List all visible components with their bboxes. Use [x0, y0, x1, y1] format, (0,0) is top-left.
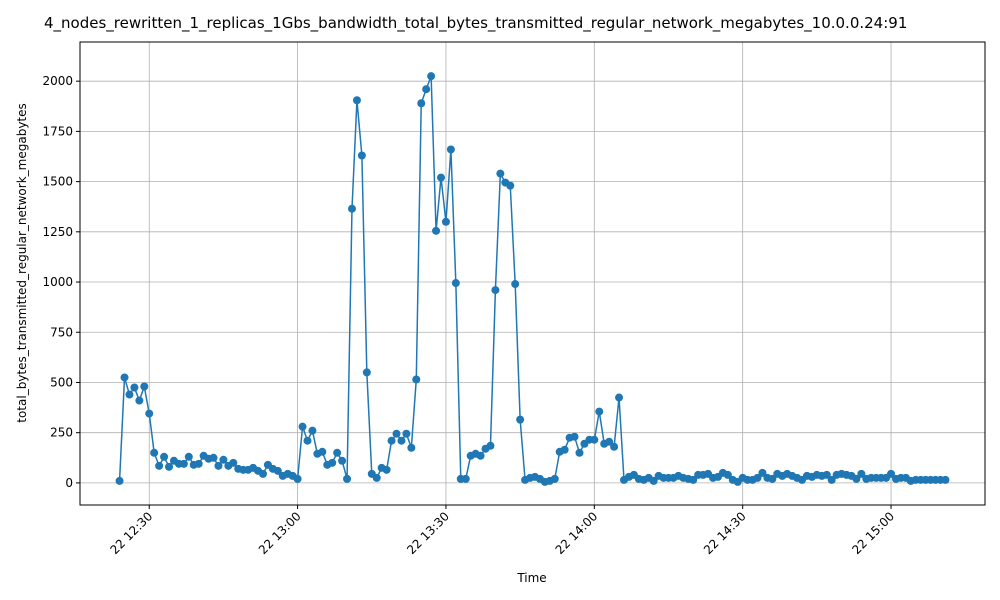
data-point	[615, 393, 624, 402]
data-point	[506, 181, 515, 190]
data-point	[511, 280, 520, 289]
y-tick-label: 1250	[42, 225, 73, 239]
data-point	[258, 469, 267, 478]
data-point	[446, 145, 455, 154]
data-point	[214, 461, 223, 470]
chart-title: 4_nodes_rewritten_1_replicas_1Gbs_bandwi…	[44, 14, 907, 33]
y-axis-label: total_bytes_transmitted_regular_network_…	[15, 103, 29, 423]
x-axis-label: Time	[516, 571, 546, 585]
data-point	[941, 475, 950, 484]
data-point	[437, 173, 446, 182]
x-tick-label: 22 13:00	[256, 509, 304, 557]
data-point	[140, 382, 149, 391]
y-tick-label: 1750	[42, 124, 73, 138]
data-point	[135, 396, 144, 405]
data-point	[308, 426, 317, 435]
data-point	[125, 390, 134, 399]
data-point	[273, 466, 282, 475]
data-point	[298, 422, 307, 431]
data-point	[229, 458, 238, 467]
data-point	[758, 468, 767, 477]
data-point	[417, 99, 426, 108]
data-point	[303, 436, 312, 445]
data-point	[827, 475, 836, 484]
data-point	[461, 474, 470, 483]
y-tick-label: 1500	[42, 175, 73, 189]
y-tick-label: 750	[50, 325, 73, 339]
x-tick-label: 22 14:00	[553, 509, 601, 557]
data-point	[486, 441, 495, 450]
data-point	[333, 448, 342, 457]
data-point	[476, 451, 485, 460]
data-point	[427, 72, 436, 81]
x-tick-label: 22 15:00	[849, 509, 897, 557]
data-point	[362, 368, 371, 377]
data-point	[150, 448, 159, 457]
data-point	[852, 474, 861, 483]
data-point	[115, 476, 124, 485]
data-point	[328, 458, 337, 467]
x-tick-label: 22 13:30	[404, 509, 452, 557]
data-point	[209, 453, 218, 462]
data-point	[318, 447, 327, 456]
data-point	[768, 474, 777, 483]
data-point	[496, 169, 505, 178]
data-point	[382, 465, 391, 474]
data-point	[649, 476, 658, 485]
data-point	[392, 429, 401, 438]
data-point	[550, 474, 559, 483]
data-point	[293, 474, 302, 483]
data-point	[441, 217, 450, 226]
data-point	[120, 373, 129, 382]
data-point	[145, 409, 154, 418]
data-point	[560, 445, 569, 454]
data-point	[397, 436, 406, 445]
data-point	[723, 470, 732, 479]
data-point	[689, 475, 698, 484]
data-point	[575, 448, 584, 457]
data-line	[118, 75, 946, 483]
data-point	[194, 459, 203, 468]
data-point	[570, 432, 579, 441]
x-tick-label: 22 12:30	[108, 509, 156, 557]
y-tick-label: 250	[50, 426, 73, 440]
data-point	[352, 96, 361, 105]
data-point	[160, 452, 169, 461]
data-point	[387, 436, 396, 445]
data-point	[887, 469, 896, 478]
data-point	[605, 437, 614, 446]
data-point	[407, 443, 416, 452]
data-point	[179, 459, 188, 468]
data-point	[165, 462, 174, 471]
data-point	[372, 473, 381, 482]
data-point	[491, 286, 500, 295]
data-point	[130, 383, 139, 392]
data-point	[610, 442, 619, 451]
data-point	[857, 469, 866, 478]
y-tick-label: 1000	[42, 275, 73, 289]
data-point	[432, 226, 441, 235]
plot-frame	[79, 41, 986, 506]
y-tick-label: 2000	[42, 74, 73, 88]
data-point	[516, 415, 525, 424]
data-point	[412, 375, 421, 384]
data-point	[590, 435, 599, 444]
y-tick-label: 0	[65, 476, 73, 490]
x-tick-label: 22 14:30	[701, 509, 749, 557]
data-point	[822, 470, 831, 479]
y-tick-label: 500	[50, 375, 73, 389]
data-point	[422, 85, 431, 94]
data-point	[219, 455, 228, 464]
data-point	[357, 151, 366, 160]
data-point	[184, 452, 193, 461]
data-point	[347, 204, 356, 213]
data-point	[338, 456, 347, 465]
data-point	[402, 429, 411, 438]
data-point	[753, 473, 762, 482]
data-point	[155, 461, 164, 470]
data-point	[451, 279, 460, 288]
data-point	[343, 474, 352, 483]
data-point	[595, 407, 604, 416]
